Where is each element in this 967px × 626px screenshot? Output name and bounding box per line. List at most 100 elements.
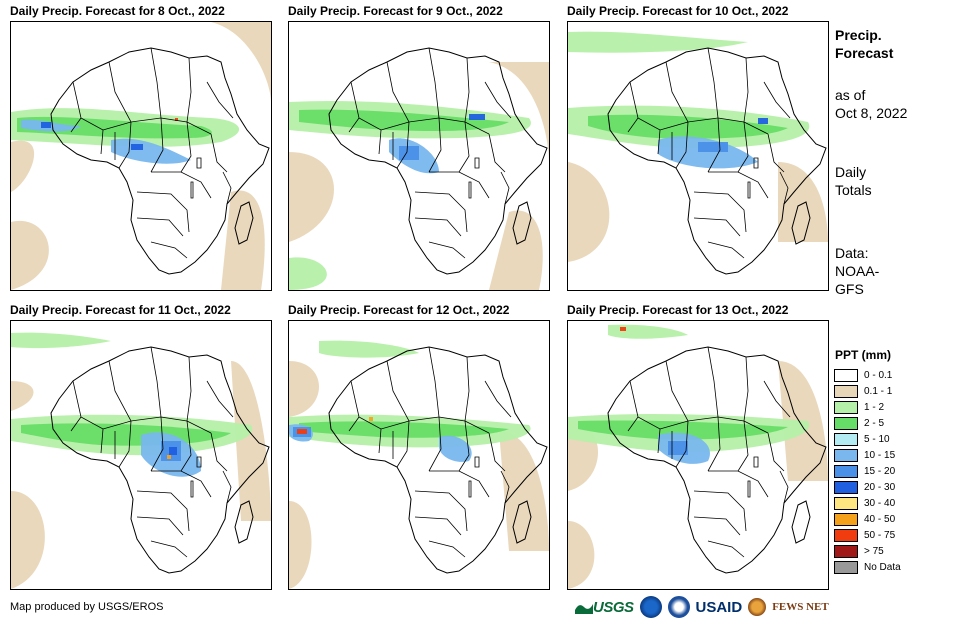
usgs-logo-text: USGS: [593, 598, 634, 616]
country-border: [665, 360, 719, 422]
country-border: [627, 117, 673, 160]
sidebar-asof-line2: Oct 8, 2022: [835, 105, 908, 121]
legend-swatch: [834, 416, 858, 430]
country-border: [693, 191, 747, 233]
country-border: [414, 217, 462, 237]
country-border: [428, 416, 442, 472]
legend-label: 40 - 50: [864, 513, 896, 525]
africa-map: [568, 324, 828, 589]
legend-row: 0.1 - 1: [834, 383, 901, 399]
country-border: [629, 380, 689, 430]
country-border: [150, 346, 188, 422]
precip-area: [489, 62, 549, 162]
legend-label: 2 - 5: [864, 417, 885, 429]
country-border: [414, 516, 462, 536]
country-border: [151, 470, 212, 498]
precip-area: [289, 361, 319, 417]
legend-row: 0 - 0.1: [834, 367, 901, 383]
lake-outline: [747, 181, 751, 199]
country-border: [186, 356, 212, 434]
country-border: [693, 516, 741, 536]
precip-area: [299, 421, 509, 438]
legend-row: 1 - 2: [834, 399, 901, 415]
legend-swatch: [834, 448, 858, 462]
panel-title-3: Daily Precip. Forecast for 10 Oct., 2022: [567, 4, 789, 18]
country-border: [136, 516, 184, 536]
precip-area: [778, 162, 828, 242]
legend-label: 10 - 15: [864, 449, 896, 461]
country-border: [707, 540, 745, 558]
country-border: [222, 171, 232, 205]
precip-area: [578, 420, 788, 440]
country-border: [763, 380, 791, 418]
country-border: [70, 117, 116, 160]
noaa-logo-icon: [639, 596, 662, 618]
country-border: [118, 121, 132, 169]
country-border: [428, 346, 466, 422]
sidebar-totals: Daily Totals: [835, 163, 872, 199]
precip-area: [289, 257, 327, 290]
precip-area: [11, 332, 111, 349]
legend-swatch: [834, 560, 858, 574]
country-border: [767, 432, 785, 472]
country-border: [707, 117, 721, 173]
africa-map: [11, 332, 271, 589]
legend-row: 50 - 75: [834, 527, 901, 543]
country-border: [743, 356, 769, 434]
precip-area: [399, 146, 419, 160]
country-border: [675, 420, 689, 468]
map-panel-6: [567, 320, 829, 590]
sidebar-asof-line1: as of: [835, 87, 866, 103]
legend-label: 30 - 40: [864, 497, 896, 509]
precip-area: [11, 140, 35, 192]
country-border: [737, 121, 749, 173]
country-border: [429, 470, 490, 498]
country-border: [707, 47, 745, 123]
precip-area: [211, 22, 271, 102]
coastline: [50, 346, 270, 574]
sidebar-totals-line1: Daily: [835, 164, 867, 180]
country-border: [396, 420, 410, 468]
country-border: [186, 57, 212, 135]
madagascar-outline: [512, 500, 532, 544]
country-border: [150, 47, 188, 123]
usaid-logo-text: USAID: [695, 598, 743, 616]
country-border: [222, 470, 232, 504]
sidebar-data-source: Data: NOAA- GFS: [835, 244, 879, 298]
legend-swatch: [834, 384, 858, 398]
precip-area: [369, 417, 373, 421]
precip-area: [668, 441, 688, 455]
country-border: [458, 420, 470, 472]
legend-row: 5 - 10: [834, 431, 901, 447]
country-border: [484, 380, 512, 418]
panel-title-1: Daily Precip. Forecast for 8 Oct., 2022: [10, 4, 225, 18]
logo-strip: USGS USAID FEWS NET: [575, 594, 829, 620]
country-border: [707, 416, 721, 472]
country-border: [72, 380, 132, 430]
precip-area: [169, 447, 177, 455]
country-border: [743, 57, 769, 135]
country-border: [150, 241, 188, 259]
sidebar-data-line2: NOAA-: [835, 263, 880, 279]
precip-area: [167, 455, 171, 459]
country-border: [108, 360, 162, 422]
country-border: [665, 61, 719, 123]
usgs-logo: USGS: [575, 599, 634, 616]
precip-area: [289, 152, 334, 242]
country-border: [136, 191, 190, 233]
coastline: [50, 47, 270, 275]
country-border: [708, 171, 769, 199]
legend-swatch: [834, 464, 858, 478]
country-border: [428, 540, 466, 558]
precip-area: [131, 144, 143, 150]
map-panel-1: [10, 21, 272, 291]
map-panel-2: [288, 21, 550, 291]
country-border: [108, 61, 162, 123]
legend-row: > 75: [834, 543, 901, 559]
precip-area: [499, 431, 549, 551]
madagascar-outline: [234, 201, 254, 245]
country-border: [386, 61, 440, 123]
precip-area: [17, 116, 212, 139]
country-border: [779, 171, 789, 205]
country-border: [488, 133, 506, 173]
